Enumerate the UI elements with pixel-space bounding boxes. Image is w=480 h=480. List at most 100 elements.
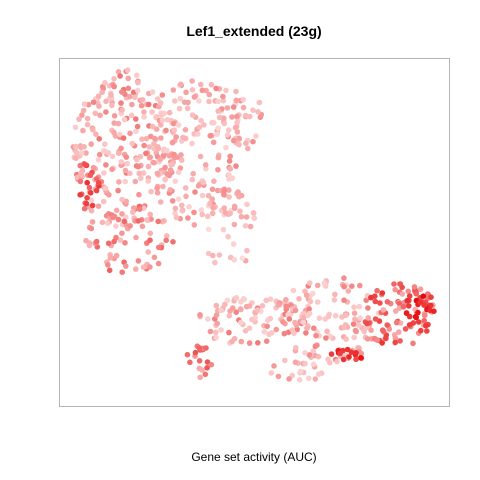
data-point	[121, 218, 128, 225]
data-point	[96, 151, 103, 158]
data-point	[207, 328, 214, 335]
data-point	[216, 252, 223, 258]
data-point	[207, 200, 213, 207]
data-point	[218, 307, 224, 314]
data-point	[155, 260, 162, 267]
data-point	[82, 162, 89, 168]
data-point	[214, 320, 220, 327]
data-point	[250, 138, 256, 145]
data-point	[107, 254, 114, 261]
data-point	[415, 319, 422, 325]
data-point	[129, 101, 135, 108]
data-point	[136, 170, 142, 177]
data-point	[346, 354, 352, 360]
data-point	[105, 262, 111, 268]
data-point	[357, 315, 364, 321]
data-point	[160, 183, 166, 190]
data-point	[377, 300, 383, 306]
data-point	[238, 319, 244, 326]
data-point	[135, 163, 141, 170]
data-point	[83, 150, 89, 156]
data-point	[240, 96, 246, 103]
data-point	[361, 328, 367, 335]
data-point	[109, 153, 116, 160]
data-point	[379, 340, 386, 346]
data-point	[246, 340, 253, 346]
data-point	[257, 114, 264, 121]
data-point	[189, 140, 195, 147]
data-point	[198, 81, 204, 88]
data-point	[341, 275, 347, 281]
data-point	[135, 218, 141, 224]
data-point	[311, 325, 317, 332]
data-point	[358, 355, 364, 361]
data-point	[176, 105, 183, 112]
data-point	[196, 124, 203, 130]
data-point	[149, 89, 156, 95]
data-point	[179, 208, 186, 214]
data-point	[72, 124, 79, 131]
data-point	[182, 127, 189, 133]
data-point	[351, 334, 358, 341]
data-point	[230, 137, 237, 144]
data-point	[210, 205, 216, 211]
data-point	[162, 164, 168, 171]
data-point	[221, 120, 228, 127]
data-point	[141, 109, 147, 115]
data-point	[244, 247, 250, 254]
data-point	[226, 158, 233, 164]
data-point	[197, 153, 204, 160]
data-point	[170, 120, 177, 127]
data-point	[133, 128, 139, 135]
data-point	[84, 195, 90, 201]
data-point	[215, 108, 221, 114]
data-point	[209, 196, 215, 202]
data-point	[156, 244, 162, 251]
data-point	[134, 123, 141, 130]
data-point	[413, 314, 420, 321]
data-point	[213, 85, 219, 92]
data-point	[283, 296, 289, 303]
data-point	[421, 302, 427, 308]
data-point	[147, 264, 153, 270]
data-point	[421, 317, 428, 324]
data-point	[196, 345, 203, 351]
data-point	[316, 315, 323, 322]
data-point	[153, 126, 160, 132]
data-point	[273, 326, 280, 333]
data-point	[202, 371, 209, 378]
data-point	[415, 309, 421, 316]
data-point	[268, 370, 275, 376]
data-point	[87, 190, 94, 196]
data-point	[126, 93, 133, 100]
data-point	[198, 207, 205, 213]
data-point	[351, 310, 358, 317]
data-point	[97, 112, 103, 119]
data-point	[309, 290, 316, 297]
data-point	[117, 73, 123, 79]
data-point	[205, 250, 212, 257]
data-point	[400, 304, 407, 310]
data-point	[340, 356, 347, 363]
data-point	[157, 199, 164, 205]
data-point	[145, 249, 151, 255]
data-point	[125, 85, 132, 92]
data-point	[136, 191, 142, 198]
data-point	[364, 336, 371, 342]
data-point	[314, 342, 320, 349]
data-point	[240, 104, 247, 111]
data-point	[254, 307, 261, 313]
data-point	[293, 344, 299, 351]
data-point	[205, 316, 211, 322]
data-point	[199, 87, 206, 94]
data-point	[229, 338, 235, 345]
data-point	[189, 78, 195, 84]
data-point	[166, 153, 173, 159]
data-point	[225, 127, 232, 133]
data-point	[122, 167, 129, 174]
data-point	[266, 331, 272, 338]
data-point	[73, 149, 80, 156]
data-point	[231, 203, 238, 210]
data-point	[417, 286, 424, 293]
